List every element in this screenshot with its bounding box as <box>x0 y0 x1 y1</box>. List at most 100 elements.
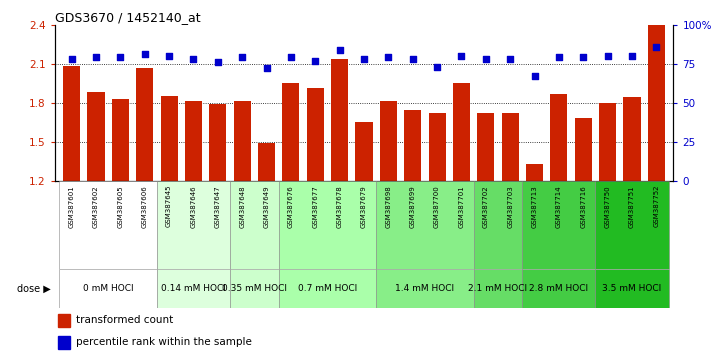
Bar <box>474 181 523 269</box>
Text: percentile rank within the sample: percentile rank within the sample <box>76 337 252 348</box>
Point <box>577 55 589 60</box>
Bar <box>157 269 230 308</box>
Point <box>382 55 394 60</box>
Point <box>66 56 77 62</box>
Bar <box>58 336 70 349</box>
Text: GSM387602: GSM387602 <box>93 185 99 228</box>
Point <box>163 53 175 59</box>
Text: GSM387703: GSM387703 <box>507 185 513 228</box>
Text: 0.7 mM HOCl: 0.7 mM HOCl <box>298 284 357 293</box>
Bar <box>429 113 446 181</box>
Point <box>651 44 662 50</box>
Point <box>431 64 443 70</box>
Text: 3.5 mM HOCl: 3.5 mM HOCl <box>602 284 662 293</box>
Bar <box>63 66 80 181</box>
Point <box>261 65 272 71</box>
Bar <box>376 181 474 269</box>
Point <box>114 55 126 60</box>
Bar <box>526 164 543 181</box>
Text: 2.1 mM HOCl: 2.1 mM HOCl <box>468 284 528 293</box>
Bar <box>550 93 567 181</box>
Text: GSM387678: GSM387678 <box>336 185 343 228</box>
Point <box>237 55 248 60</box>
Text: GSM387700: GSM387700 <box>434 185 440 228</box>
Text: GDS3670 / 1452140_at: GDS3670 / 1452140_at <box>55 11 200 24</box>
Bar <box>279 181 376 269</box>
Point <box>334 47 346 52</box>
Bar <box>523 269 596 308</box>
Text: GSM387645: GSM387645 <box>166 185 172 228</box>
Text: GSM387605: GSM387605 <box>117 185 123 228</box>
Bar <box>355 122 373 181</box>
Point <box>456 53 467 59</box>
Bar <box>376 269 474 308</box>
Point <box>309 58 321 63</box>
Text: GSM387679: GSM387679 <box>361 185 367 228</box>
Text: GSM387647: GSM387647 <box>215 185 221 228</box>
Bar <box>478 113 494 181</box>
Bar <box>279 269 376 308</box>
Text: GSM387752: GSM387752 <box>653 185 660 228</box>
Bar <box>474 269 523 308</box>
Bar <box>230 269 279 308</box>
Text: GSM387750: GSM387750 <box>605 185 611 228</box>
Bar <box>60 181 157 269</box>
Point <box>602 53 614 59</box>
Bar <box>87 92 105 181</box>
Bar <box>596 269 668 308</box>
Point <box>212 59 223 65</box>
Bar <box>574 118 592 181</box>
Text: 1.4 mM HOCl: 1.4 mM HOCl <box>395 284 454 293</box>
Bar <box>230 181 279 269</box>
Text: 2.8 mM HOCl: 2.8 mM HOCl <box>529 284 588 293</box>
Text: GSM387713: GSM387713 <box>531 185 537 228</box>
Text: GSM387677: GSM387677 <box>312 185 318 228</box>
Text: GSM387701: GSM387701 <box>459 185 464 228</box>
Bar <box>380 101 397 181</box>
Point <box>480 56 491 62</box>
Bar <box>453 83 470 181</box>
Bar <box>185 101 202 181</box>
Point <box>139 52 151 57</box>
Bar <box>157 181 230 269</box>
Point <box>358 56 370 62</box>
Bar <box>623 97 641 181</box>
Point <box>529 73 540 79</box>
Text: GSM387714: GSM387714 <box>556 185 562 228</box>
Bar <box>596 181 668 269</box>
Bar <box>58 314 70 327</box>
Text: GSM387648: GSM387648 <box>240 185 245 228</box>
Bar <box>404 110 422 181</box>
Bar <box>210 104 226 181</box>
Text: 0.14 mM HOCl: 0.14 mM HOCl <box>161 284 226 293</box>
Text: GSM387716: GSM387716 <box>580 185 586 228</box>
Bar <box>331 58 348 181</box>
Bar <box>112 99 129 181</box>
Text: GSM387646: GSM387646 <box>191 185 197 228</box>
Text: transformed count: transformed count <box>76 315 173 325</box>
Point <box>553 55 565 60</box>
Bar <box>234 101 250 181</box>
Point <box>505 56 516 62</box>
Bar <box>282 83 299 181</box>
Text: GSM387698: GSM387698 <box>385 185 392 228</box>
Text: GSM387699: GSM387699 <box>410 185 416 228</box>
Bar <box>599 103 616 181</box>
Text: GSM387751: GSM387751 <box>629 185 635 228</box>
Bar <box>161 96 178 181</box>
Point <box>626 53 638 59</box>
Bar <box>136 68 154 181</box>
Text: GSM387649: GSM387649 <box>264 185 269 228</box>
Point <box>407 56 419 62</box>
Bar <box>60 269 157 308</box>
Text: GSM387606: GSM387606 <box>142 185 148 228</box>
Text: GSM387702: GSM387702 <box>483 185 488 228</box>
Text: GSM387676: GSM387676 <box>288 185 294 228</box>
Bar <box>648 25 665 181</box>
Point <box>285 55 297 60</box>
Text: GSM387601: GSM387601 <box>68 185 75 228</box>
Text: 0 mM HOCl: 0 mM HOCl <box>83 284 133 293</box>
Bar <box>258 143 275 181</box>
Text: 0.35 mM HOCl: 0.35 mM HOCl <box>222 284 287 293</box>
Bar <box>502 113 518 181</box>
